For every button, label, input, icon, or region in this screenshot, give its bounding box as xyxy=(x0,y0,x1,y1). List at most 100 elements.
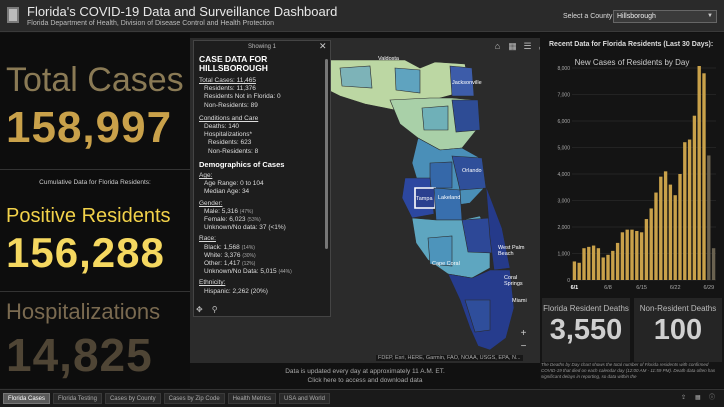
dashboard-title: Florida's COVID-19 Data and Surveillance… xyxy=(27,4,338,19)
county-popup: Showing 1 ✕ CASE DATA FOR HILLSBOROUGH T… xyxy=(193,40,331,317)
popup-hosp-nonresidents: Non-Residents: 8 xyxy=(208,147,259,155)
x-tick-label: 6/29 xyxy=(703,285,714,291)
bar-6/30[interactable] xyxy=(711,248,716,280)
popup-demographics-heading: Demographics of Cases xyxy=(199,159,285,169)
divider xyxy=(0,291,190,292)
map-attribution: FDEP, Esri, HERE, Garmin, FAO, NOAA, USG… xyxy=(376,355,523,361)
total-cases-label: Total Cases xyxy=(6,61,184,99)
bar-6/9[interactable] xyxy=(611,250,615,280)
list-icon[interactable]: ☰ xyxy=(523,41,532,51)
header-bar: Florida's COVID-19 Data and Surveillance… xyxy=(0,0,724,32)
popup-conditions-heading: Conditions and Care xyxy=(199,114,259,122)
bar-6/28[interactable] xyxy=(702,73,706,280)
popup-showing: Showing 1 xyxy=(247,44,277,50)
bar-6/4[interactable] xyxy=(587,246,591,280)
popup-content: CASE DATA FOR HILLSBOROUGH Total Cases: … xyxy=(199,55,321,303)
popup-age-range: Age Range: 0 to 104 xyxy=(204,180,264,188)
bar-6/29[interactable] xyxy=(707,155,711,280)
map-label-orlando: Orlando xyxy=(462,168,482,174)
y-tick-label: 0 xyxy=(567,278,570,284)
bar-6/21[interactable] xyxy=(668,184,673,280)
bar-6/22[interactable] xyxy=(673,195,677,280)
popup-male: Male: 5,316 (47%) xyxy=(204,207,254,215)
bar-6/11[interactable] xyxy=(620,232,625,280)
map-label-miami: Miami xyxy=(512,298,527,304)
map-label-valdosta: Valdosta xyxy=(378,56,399,62)
bar-6/23[interactable] xyxy=(678,174,682,280)
bar-6/8[interactable] xyxy=(606,254,610,280)
resident-deaths-value: 3,550 xyxy=(549,314,623,346)
divider xyxy=(0,169,190,170)
zoom-to-icon[interactable]: ⚲ xyxy=(211,305,218,314)
popup-black: Black: 1,568 (14%) xyxy=(204,243,255,251)
popup-scrollbar[interactable] xyxy=(325,59,328,249)
popup-non-residents: Non-Residents: 89 xyxy=(204,101,258,109)
county-select[interactable]: Hillsborough ▼ xyxy=(613,10,717,23)
bar-6/27[interactable] xyxy=(697,66,701,280)
positive-residents-label: Positive Residents xyxy=(6,205,171,227)
tab-cases-by-county[interactable]: Cases by County xyxy=(104,393,161,404)
zoom-in-button[interactable]: + xyxy=(520,328,527,339)
bar-6/25[interactable] xyxy=(687,139,692,280)
zoom-out-button[interactable]: − xyxy=(520,341,527,352)
bar-6/6[interactable] xyxy=(596,248,601,280)
nonresident-deaths-value: 100 xyxy=(653,314,703,346)
bar-6/5[interactable] xyxy=(591,245,596,280)
tab-florida-cases[interactable]: Florida Cases xyxy=(3,393,51,404)
florida-seal-icon xyxy=(7,7,19,23)
close-icon[interactable]: ✕ xyxy=(319,41,327,51)
info-icon[interactable]: ⓘ xyxy=(709,395,716,401)
bar-6/7[interactable] xyxy=(601,257,605,280)
tab-health-metrics[interactable]: Health Metrics xyxy=(227,393,277,404)
new-cases-bar-chart: 0 1,000 2,000 3,000 4,000 5,000 6,000 7,000 8,00… xyxy=(557,66,716,291)
bar-6/2[interactable] xyxy=(577,262,581,280)
y-tick-label: 7,000 xyxy=(557,93,570,99)
tab-florida-testing[interactable]: Florida Testing xyxy=(53,393,102,404)
total-cases-value: 158,997 xyxy=(6,103,173,152)
grid-icon[interactable]: ▦ xyxy=(695,395,701,401)
bar-6/18[interactable] xyxy=(654,192,658,280)
bar-6/13[interactable] xyxy=(630,229,634,280)
share-icon[interactable]: ⇪ xyxy=(681,395,687,401)
y-tick-label: 5,000 xyxy=(557,146,570,152)
update-note: Data is updated every day at approximate… xyxy=(285,368,445,375)
download-data-link[interactable]: Click here to access and download data xyxy=(307,377,423,384)
popup-gender-unknown: Unknown/No data: 37 (<1%) xyxy=(204,224,286,232)
bar-6/12[interactable] xyxy=(625,229,629,280)
popup-gender-heading: Gender: xyxy=(199,199,223,207)
y-tick-label: 1,000 xyxy=(557,252,570,258)
dashboard-subtitle: Florida Department of Health, Division o… xyxy=(27,20,275,27)
x-tick-label: 6/8 xyxy=(604,285,612,291)
bar-6/24[interactable] xyxy=(683,142,687,280)
popup-not-in-florida: Residents Not in Florida: 0 xyxy=(204,93,281,101)
bar-6/1[interactable] xyxy=(572,261,577,280)
move-icon[interactable]: ✥ xyxy=(196,305,203,314)
resident-deaths-label: Florida Resident Deaths xyxy=(543,304,629,313)
y-tick-label: 2,000 xyxy=(557,225,570,231)
tab-cases-by-zip-code[interactable]: Cases by Zip Code xyxy=(163,393,225,404)
left-stats-panel: Total Cases 158,997 Cumulative Data for … xyxy=(0,33,190,388)
x-tick-label: 6/15 xyxy=(636,285,647,291)
popup-median-age: Median Age: 34 xyxy=(204,188,250,196)
bar-6/17[interactable] xyxy=(649,208,653,280)
bar-6/10[interactable] xyxy=(615,242,620,280)
bar-6/3[interactable] xyxy=(582,248,586,280)
tab-usa-and-world[interactable]: USA and World xyxy=(279,393,330,404)
y-tick-label: 6,000 xyxy=(557,119,570,125)
bar-6/26[interactable] xyxy=(692,115,697,280)
y-tick-label: 3,000 xyxy=(557,199,570,205)
popup-white: White: 3,376 (30%) xyxy=(204,251,256,259)
grid-icon[interactable]: ▦ xyxy=(508,41,517,51)
bar-6/15[interactable] xyxy=(639,232,644,280)
bar-6/16[interactable] xyxy=(644,219,649,280)
map-label-tampa: Tampa xyxy=(416,196,433,202)
map-label-lakeland: Lakeland xyxy=(438,195,461,201)
bar-6/20[interactable] xyxy=(663,171,668,280)
bar-6/14[interactable] xyxy=(635,230,639,280)
x-tick-label: 6/1 xyxy=(571,285,579,291)
county-select-value: Hillsborough xyxy=(617,13,656,20)
bar-6/19[interactable] xyxy=(659,176,663,280)
home-icon[interactable]: ⌂ xyxy=(494,41,501,51)
popup-hospitalizations: Hospitalizations* xyxy=(204,131,253,139)
popup-total-cases: Total Cases: 11,465 xyxy=(199,77,256,84)
